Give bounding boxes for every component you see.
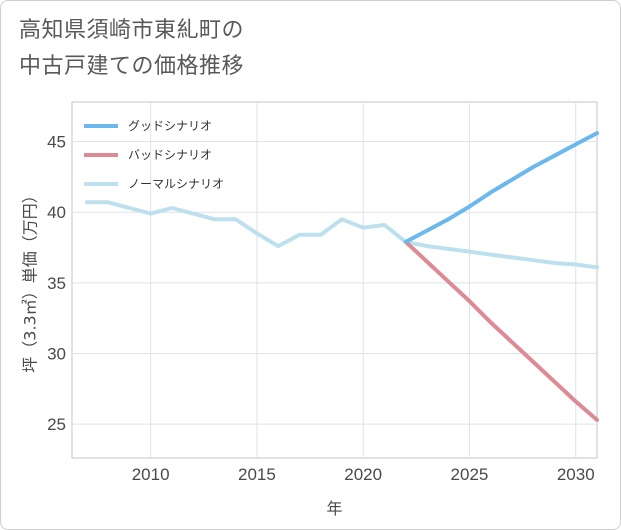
x-axis-ticks: 2010 2015 2020 2025 2030 bbox=[132, 465, 595, 484]
y-tick-label: 45 bbox=[47, 133, 66, 152]
chart-title: 高知県須崎市東糺町の 中古戸建ての価格推移 bbox=[19, 13, 244, 85]
y-tick-label: 25 bbox=[47, 415, 66, 434]
series-line-3 bbox=[84, 200, 599, 270]
y-tick-label: 30 bbox=[47, 344, 66, 363]
x-tick-label: 2010 bbox=[132, 465, 170, 484]
legend-label: ノーマルシナリオ bbox=[128, 177, 224, 191]
plot-area bbox=[71, 101, 598, 459]
legend-label: バッドシナリオ bbox=[128, 148, 212, 162]
x-tick-label: 2025 bbox=[451, 465, 489, 484]
series-line-2 bbox=[403, 239, 599, 422]
chart-title-line-2: 中古戸建ての価格推移 bbox=[19, 54, 245, 79]
y-tick-label: 40 bbox=[47, 203, 66, 222]
series-layer bbox=[84, 131, 599, 422]
legend-label: グッドシナリオ bbox=[128, 119, 212, 133]
y-axis-ticks: 25 30 35 40 45 bbox=[47, 133, 66, 435]
chart-title-line-1: 高知県須崎市東糺町の bbox=[19, 18, 245, 43]
series-line-1 bbox=[403, 131, 599, 244]
x-tick-label: 2020 bbox=[344, 465, 382, 484]
x-tick-label: 2030 bbox=[557, 465, 595, 484]
y-tick-label: 35 bbox=[47, 274, 66, 293]
y-axis-title: 坪（3.3㎡）単価（万円） bbox=[21, 187, 40, 372]
x-tick-label: 2015 bbox=[238, 465, 276, 484]
x-axis-title: 年 bbox=[326, 499, 342, 518]
